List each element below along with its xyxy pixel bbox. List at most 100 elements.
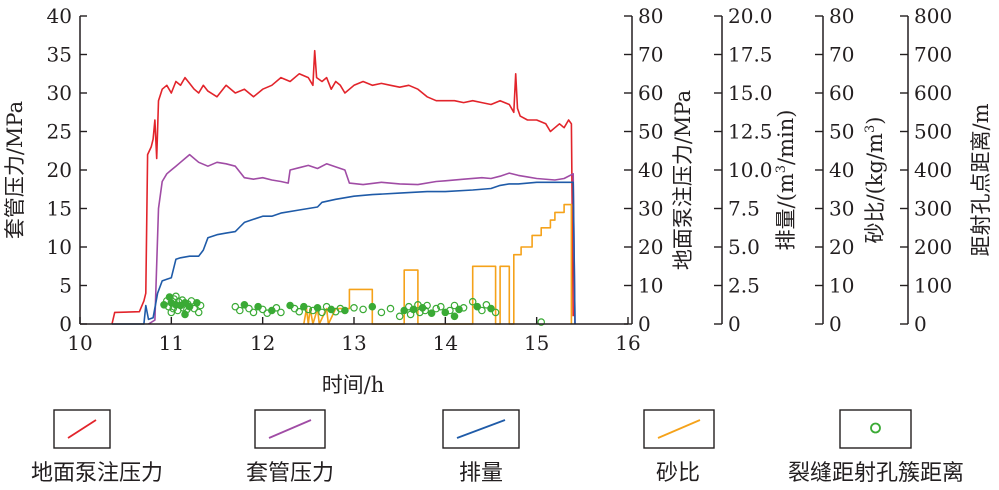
fracture-distance-point: [167, 308, 176, 317]
y-tick-label-surface: 0: [638, 312, 651, 336]
fracture-distance-point: [436, 302, 445, 311]
fracture-distance-point: [423, 301, 431, 310]
y-tick-label-surface: 70: [638, 43, 663, 67]
y-tick-label-sand: 70: [829, 43, 854, 67]
x-tick-label: 11: [159, 331, 184, 355]
y-tick-label-surface: 60: [638, 81, 663, 105]
fracture-distance-point: [432, 304, 441, 313]
fracture-distance-point: [245, 304, 253, 313]
legend-box: [53, 409, 111, 449]
fracture-distance-point: [286, 301, 294, 310]
legend-label: 套管压力: [246, 461, 334, 486]
fracture-distance-point: [468, 297, 477, 306]
y-tick-label-distance: 700: [914, 43, 952, 67]
fracture-distance-point: [313, 303, 322, 312]
fracture-distance-point: [450, 312, 459, 321]
legend-box: [839, 409, 912, 449]
x-axis-title: 时间/h: [322, 373, 385, 397]
legend: 地面泵注压力 套管压力 排量 砂比 裂缝距射孔簇距离: [31, 409, 964, 486]
fracture-distance-point: [290, 304, 299, 313]
y-axis-title-casing: 套管压力/MPa: [3, 101, 27, 239]
x-tick-label: 14: [433, 331, 458, 355]
fracture-distance-point: [258, 305, 267, 314]
x-tick-label: 12: [250, 331, 275, 355]
x-tick-label: 15: [524, 331, 549, 355]
y-tick-label-surface: 80: [638, 4, 663, 28]
y-tick-label-sand: 50: [829, 120, 854, 144]
y-tick-label-rate: 15.0: [728, 81, 773, 105]
fracture-distance-point: [459, 303, 468, 312]
fracture-distance-point: [249, 308, 258, 317]
y-tick-label-surface: 10: [638, 274, 663, 298]
fracture-distance-point: [231, 302, 240, 311]
y-tick-label-distance: 600: [914, 81, 952, 105]
fracture-distance-point: [277, 308, 285, 317]
fracture-distance-point: [272, 303, 281, 312]
x-tick-label: 10: [67, 331, 92, 355]
series-line-sand: [303, 203, 573, 325]
legend-box: [254, 409, 326, 449]
y-tick-label-sand: 80: [829, 4, 854, 28]
fracture-distance-point: [236, 306, 244, 315]
fracture-distance-point: [450, 301, 459, 310]
fracture-distance-point: [386, 304, 395, 313]
fracture-distance-point: [350, 303, 358, 312]
y-tick-label-rate: 0: [728, 312, 741, 336]
y-tick-label-distance: 200: [914, 235, 952, 259]
legend-label: 砂比: [656, 461, 700, 486]
y-axis-title-rate: 排量/(m3/min): [774, 110, 798, 251]
y-tick-label-sand: 30: [829, 197, 854, 221]
y-tick-label-rate: 12.5: [728, 120, 773, 144]
x-tick-label: 13: [341, 331, 366, 355]
legend-swatch-line: [657, 419, 701, 439]
y-tick-label-casing: 40: [47, 4, 72, 28]
y-tick-label-casing: 35: [47, 43, 72, 67]
y-axis-title-sand: 砂比/(kg/m3): [863, 117, 887, 244]
y-tick-label-surface: 50: [638, 120, 663, 144]
legend-swatch-line: [67, 419, 97, 439]
y-tick-label-rate: 10.0: [728, 158, 773, 182]
legend-label: 排量: [459, 461, 503, 486]
plot-scatter-points: [160, 292, 546, 326]
fracture-distance-point: [395, 312, 404, 321]
fracture-distance-point: [491, 308, 500, 317]
fracture-distance-point: [318, 308, 326, 317]
fracture-distance-point: [181, 310, 189, 319]
y-tick-label-sand: 20: [829, 235, 854, 259]
fracture-distance-point: [377, 308, 386, 317]
legend-swatch-circle: [870, 422, 881, 434]
y-tick-label-rate: 20.0: [728, 4, 773, 28]
fracture-distance-point: [446, 306, 454, 315]
y-tick-label-rate: 17.5: [728, 43, 773, 67]
fracture-distance-point: [421, 306, 430, 315]
legend-label: 裂缝距射孔簇距离: [788, 461, 964, 486]
y-tick-label-sand: 60: [829, 81, 854, 105]
y-tick-label-distance: 500: [914, 120, 952, 144]
fracture-distance-point: [409, 305, 418, 314]
y-tick-label-sand: 0: [829, 312, 842, 336]
y-tick-label-surface: 30: [638, 197, 663, 221]
fracture-distance-point: [537, 318, 546, 326]
fracture-distance-point: [196, 301, 205, 310]
y-tick-label-casing: 30: [47, 81, 72, 105]
y-tick-label-distance: 300: [914, 197, 952, 221]
fracture-distance-point: [368, 302, 377, 311]
y-tick-label-sand: 10: [829, 274, 854, 298]
axes: 10 11 12 13 14 15 16 时间/h 0 5 10 15 20 25 30 35 40 套管压力/M…: [3, 4, 993, 397]
fracture-distance-point: [295, 307, 304, 316]
y-tick-label-casing: 0: [59, 312, 72, 336]
y-axis-title-surface: 地面泵注压力/MPa: [671, 90, 695, 270]
y-tick-label-sand: 40: [829, 158, 854, 182]
y-tick-label-rate: 5.0: [728, 235, 760, 259]
y-tick-label-distance: 100: [914, 274, 952, 298]
series-line-surface: [111, 49, 574, 325]
series-line-casing: [148, 153, 576, 325]
y-tick-label-casing: 10: [47, 235, 72, 259]
legend-swatch-line: [268, 419, 312, 439]
legend-swatch-line: [456, 419, 506, 439]
fracture-distance-point: [482, 300, 491, 309]
fracture-distance-point: [194, 308, 203, 317]
y-tick-label-rate: 2.5: [728, 274, 760, 298]
y-tick-label-surface: 40: [638, 158, 663, 182]
fracture-distance-point: [478, 306, 486, 315]
